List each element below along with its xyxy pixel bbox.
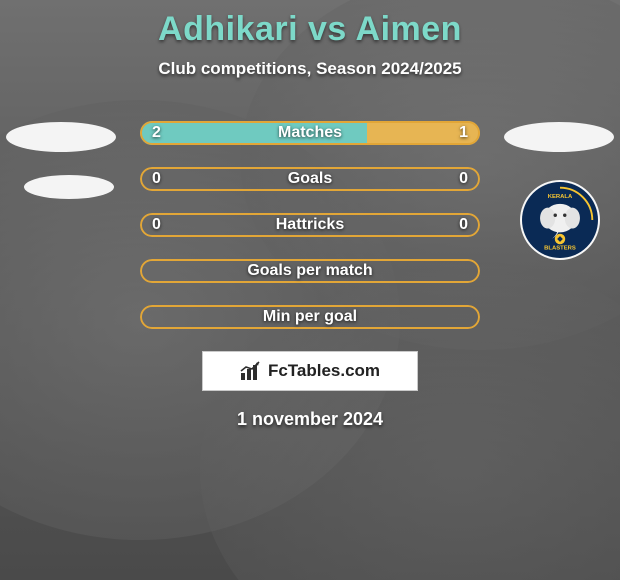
brand-text: FcTables.com xyxy=(268,361,380,381)
player-badge-left xyxy=(6,122,116,152)
stat-label: Matches xyxy=(278,124,342,142)
elephant-icon: KERALA BLASTERS xyxy=(522,182,598,258)
stat-value-right: 0 xyxy=(459,170,468,188)
stat-label: Goals xyxy=(288,170,332,188)
stat-value-left: 0 xyxy=(152,216,161,234)
svg-text:KERALA: KERALA xyxy=(548,194,573,200)
chart-icon xyxy=(240,361,262,381)
stat-value-right: 1 xyxy=(459,124,468,142)
stat-label: Min per goal xyxy=(263,308,357,326)
stat-row: Min per goal xyxy=(140,305,480,329)
brand-box[interactable]: FcTables.com xyxy=(202,351,418,391)
stat-row: Goals per match xyxy=(140,259,480,283)
stat-row: 0 0 Hattricks xyxy=(140,213,480,237)
player-badge-right xyxy=(504,122,614,152)
stat-value-right: 0 xyxy=(459,216,468,234)
stat-label: Hattricks xyxy=(276,216,344,234)
stat-value-left: 0 xyxy=(152,170,161,188)
player-badge-left-2 xyxy=(24,175,114,199)
stat-value-left: 2 xyxy=(152,124,161,142)
date-line: 1 november 2024 xyxy=(237,409,383,430)
subtitle: Club competitions, Season 2024/2025 xyxy=(158,59,461,79)
stat-label: Goals per match xyxy=(247,262,372,280)
stat-row: 2 1 Matches xyxy=(140,121,480,145)
svg-text:BLASTERS: BLASTERS xyxy=(544,245,576,251)
stat-row: 0 0 Goals xyxy=(140,167,480,191)
page-title: Adhikari vs Aimen xyxy=(158,10,462,49)
club-logo: KERALA BLASTERS xyxy=(520,180,600,260)
